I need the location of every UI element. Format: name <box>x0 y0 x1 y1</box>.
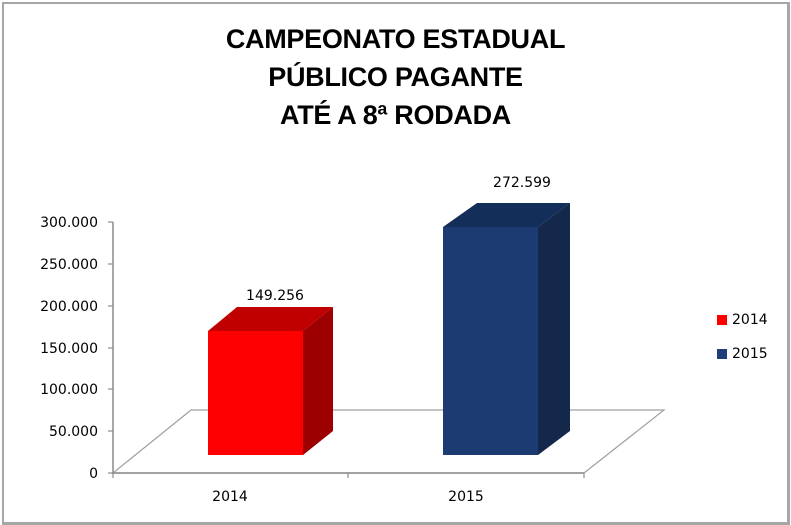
bar-2014-front <box>208 331 303 455</box>
y-tick-300000: 300.000 <box>40 215 98 231</box>
y-tick-50000: 50.000 <box>49 424 98 440</box>
x-tick-2014: 2014 <box>212 489 248 505</box>
bar-2014[interactable] <box>208 307 333 455</box>
bar-2015-front <box>443 227 538 455</box>
legend-swatch-2015 <box>717 349 727 359</box>
y-ticks <box>108 221 113 474</box>
bar-2014-top <box>208 307 333 331</box>
y-tick-150000: 150.000 <box>40 341 98 357</box>
data-label-2015: 272.599 <box>493 175 551 191</box>
y-tick-labels: 0 50.000 100.000 150.000 200.000 250.000… <box>40 215 98 482</box>
x-tick-2015: 2015 <box>448 489 484 505</box>
bar-2015-top <box>443 203 570 227</box>
title-line-1: CAMPEONATO ESTADUAL <box>225 24 566 54</box>
title-line-2: PÚBLICO PAGANTE <box>268 62 523 92</box>
bar-2015-side <box>538 203 570 455</box>
y-tick-200000: 200.000 <box>40 299 98 315</box>
legend: 2014 2015 <box>717 303 768 371</box>
legend-item-2015[interactable]: 2015 <box>717 337 768 371</box>
legend-label-2015: 2015 <box>732 346 768 362</box>
x-ticks <box>112 473 585 478</box>
legend-item-2014[interactable]: 2014 <box>717 303 768 337</box>
chart-title: CAMPEONATO ESTADUAL PÚBLICO PAGANTE ATÉ … <box>0 20 791 134</box>
bar-2015[interactable] <box>443 203 570 455</box>
y-tick-250000: 250.000 <box>40 257 98 273</box>
legend-swatch-2014 <box>717 315 727 325</box>
floor-plane <box>111 409 666 474</box>
data-label-2014: 149.256 <box>246 288 304 304</box>
y-tick-0: 0 <box>89 466 98 482</box>
y-tick-100000: 100.000 <box>40 382 98 398</box>
legend-label-2014: 2014 <box>732 312 768 328</box>
bar-2014-side <box>303 307 333 455</box>
title-line-3: ATÉ A 8ª RODADA <box>280 100 511 130</box>
